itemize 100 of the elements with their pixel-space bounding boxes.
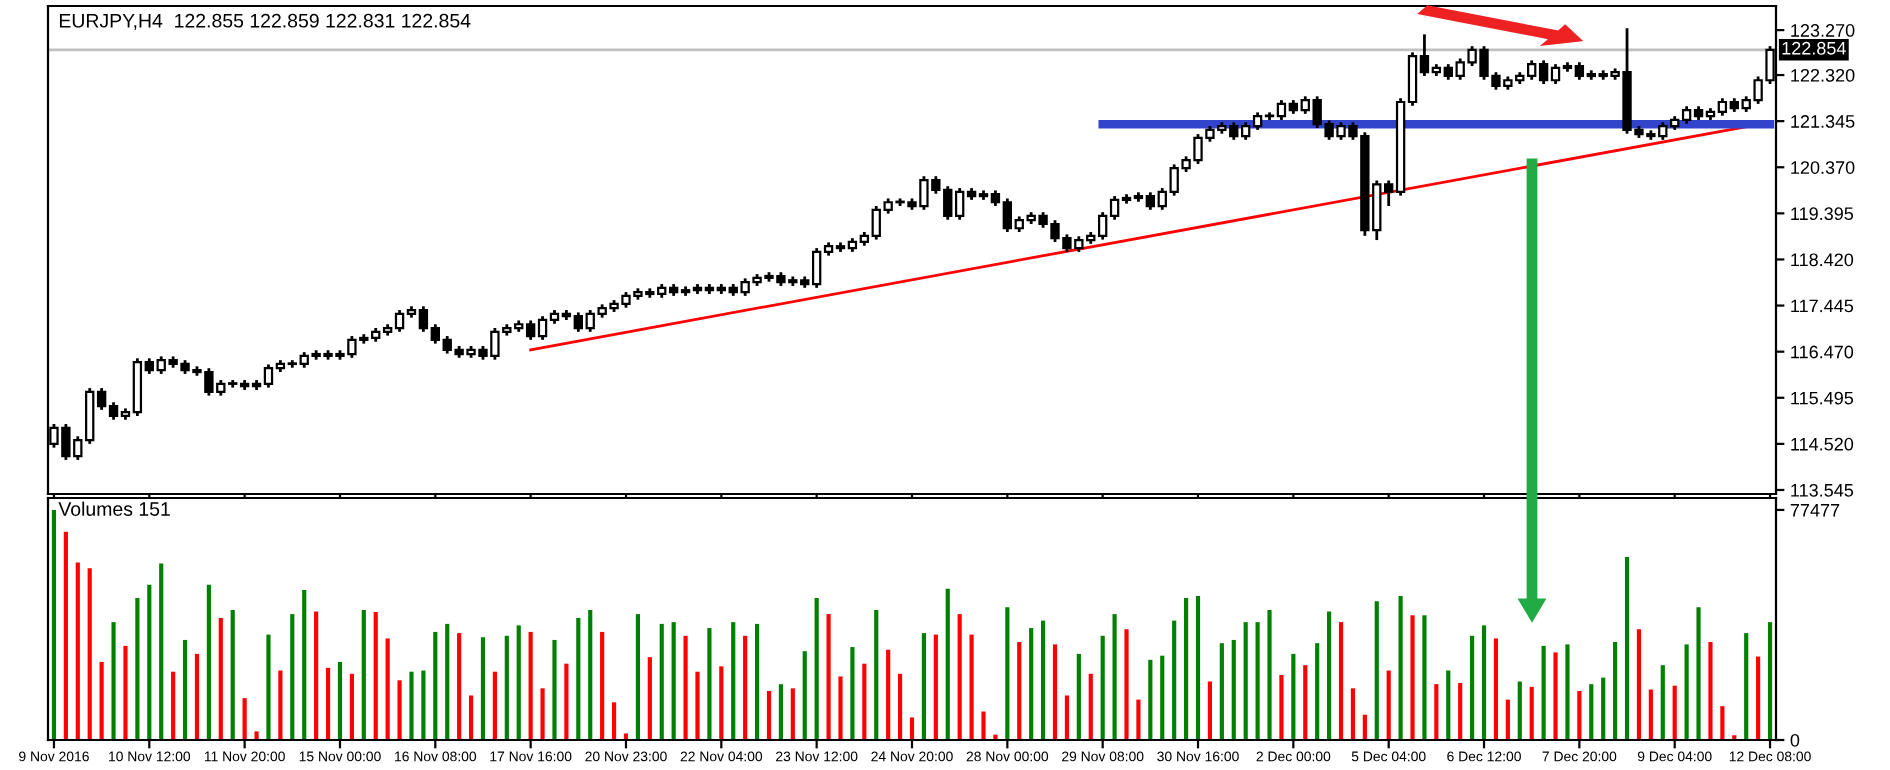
bar	[111, 622, 116, 740]
bar	[1422, 615, 1427, 740]
bar	[182, 639, 188, 740]
bar	[254, 731, 259, 740]
bar	[147, 584, 152, 740]
bar	[445, 623, 450, 740]
bar	[1160, 655, 1165, 740]
bar	[1636, 629, 1642, 740]
bar	[1529, 686, 1534, 740]
bar	[647, 657, 652, 740]
bar	[1184, 598, 1189, 740]
bar	[1005, 607, 1010, 740]
chart-title: EURJPY,H4 122.855 122.859 122.831 122.854	[59, 13, 471, 30]
bar	[1470, 635, 1475, 740]
y-tick-label: 121.345	[1791, 115, 1855, 128]
bar	[1458, 682, 1463, 740]
bar	[75, 562, 80, 740]
y-tick-label: 123.270	[1791, 24, 1855, 37]
bar	[135, 598, 140, 740]
bar	[1148, 659, 1153, 740]
bar	[838, 676, 843, 740]
bar	[909, 717, 915, 740]
bar	[1505, 699, 1510, 740]
bar	[1338, 622, 1344, 740]
bar	[850, 647, 855, 740]
bar	[1565, 644, 1570, 740]
y-tick-label: 122.320	[1791, 68, 1855, 82]
bar	[1434, 684, 1439, 740]
bar	[588, 609, 593, 740]
bar	[433, 631, 438, 740]
bar	[802, 651, 807, 740]
chart-title: Volumes 151	[58, 501, 170, 516]
bar	[87, 568, 92, 740]
bar	[1207, 681, 1213, 740]
bar	[671, 622, 676, 740]
bar	[99, 661, 104, 740]
bar	[1374, 601, 1379, 740]
bar	[874, 609, 879, 740]
bar	[266, 634, 271, 740]
bar	[1684, 644, 1689, 740]
bar	[373, 612, 378, 740]
bar	[981, 711, 986, 740]
bar	[635, 614, 640, 740]
bar	[63, 531, 68, 740]
bar	[325, 667, 331, 740]
bar	[361, 609, 366, 740]
bar	[1660, 665, 1665, 740]
bar	[457, 633, 462, 740]
y-tick-label: 119.395	[1791, 207, 1854, 221]
bar	[1088, 673, 1093, 740]
bar	[1481, 625, 1487, 740]
bar	[1517, 681, 1522, 740]
bar	[1744, 633, 1749, 740]
bar	[921, 633, 926, 740]
bar	[1291, 653, 1296, 740]
bar	[754, 623, 760, 740]
bar	[600, 631, 605, 740]
bar	[242, 698, 247, 740]
bar	[1553, 652, 1558, 740]
bar	[1362, 714, 1367, 740]
y-tick-label: 0	[1790, 733, 1800, 747]
bar	[1219, 643, 1224, 740]
y-tick-label: 77477	[1790, 504, 1840, 517]
y-tick-label: 116.470	[1791, 345, 1854, 359]
bar	[123, 645, 128, 740]
bar	[1255, 622, 1260, 740]
bar	[1017, 642, 1022, 740]
bar	[516, 625, 521, 740]
bar	[862, 663, 867, 740]
bar	[766, 691, 772, 740]
bar	[683, 635, 688, 740]
bar	[1064, 695, 1070, 740]
bar	[743, 635, 748, 740]
y-tick-label: 113.545	[1791, 483, 1854, 497]
bar	[171, 671, 176, 740]
bar	[302, 590, 307, 740]
bar	[1303, 665, 1308, 740]
bar	[1398, 595, 1403, 740]
bar	[1767, 622, 1773, 740]
bar	[206, 584, 211, 740]
bar	[421, 670, 426, 740]
bar	[707, 628, 712, 740]
bar	[1029, 628, 1034, 740]
bar	[1696, 607, 1701, 740]
bar	[1243, 622, 1248, 740]
bar	[1410, 615, 1415, 740]
bar	[1589, 684, 1594, 740]
bar	[1076, 653, 1081, 740]
bar	[540, 688, 545, 740]
bar	[993, 734, 998, 740]
bar	[492, 671, 497, 740]
y-tick-label: 117.445	[1791, 299, 1854, 313]
bar	[933, 634, 938, 740]
bar	[504, 635, 509, 740]
bar	[480, 637, 486, 740]
bar	[278, 670, 283, 740]
bar	[1708, 642, 1713, 740]
bar	[576, 617, 581, 740]
bar	[397, 680, 402, 740]
bar	[1756, 656, 1761, 740]
